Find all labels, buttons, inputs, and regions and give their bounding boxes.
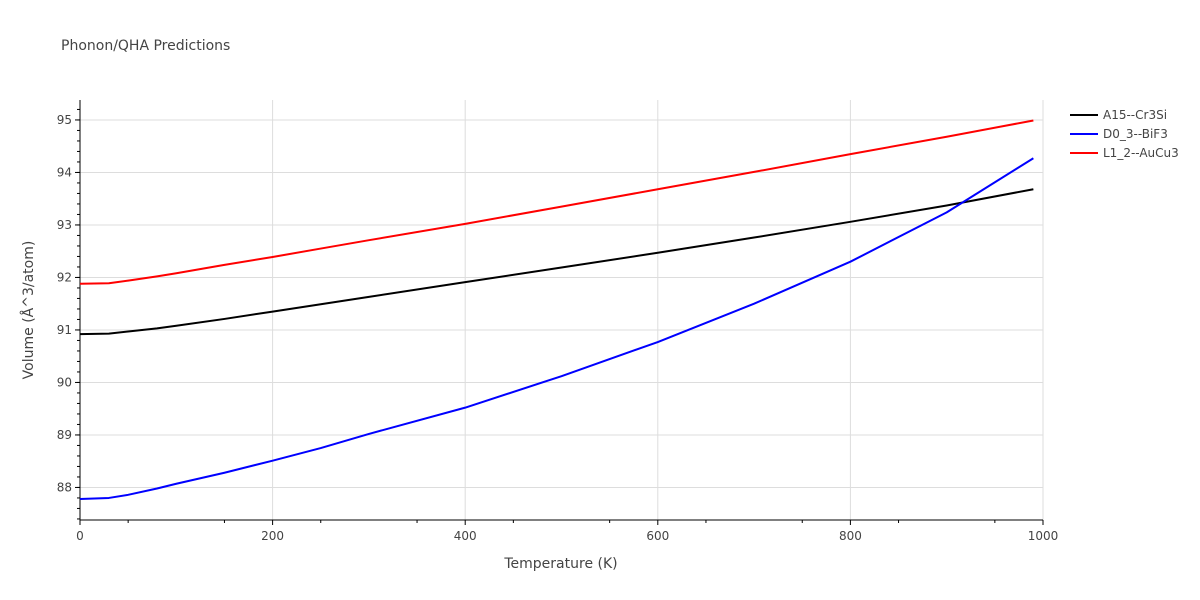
x-tick-label: 0 xyxy=(76,529,84,543)
y-tick-label: 89 xyxy=(57,428,72,442)
axes xyxy=(79,100,1043,521)
series-line-3 xyxy=(79,119,1034,285)
x-axis-title: Temperature (K) xyxy=(503,556,617,572)
legend: A15--Cr3Si D0_3--BiF3 L1_2--AuCu3 xyxy=(1070,108,1179,160)
chart-title: Phonon/QHA Predictions xyxy=(61,38,230,54)
x-tick-label: 800 xyxy=(839,529,862,543)
x-tick-label: 400 xyxy=(454,529,477,543)
y-tick-label: 92 xyxy=(57,270,72,284)
legend-label: A15--Cr3Si xyxy=(1103,108,1167,122)
y-tick-label: 91 xyxy=(57,323,72,337)
x-axis-ticks: 0 200 400 600 800 1000 xyxy=(76,520,1058,543)
legend-label: L1_2--AuCu3 xyxy=(1103,146,1179,160)
gridlines xyxy=(80,100,1044,520)
y-tick-label: 94 xyxy=(57,165,72,179)
y-tick-label: 93 xyxy=(57,218,72,232)
legend-label: D0_3--BiF3 xyxy=(1103,127,1168,141)
x-tick-label: 200 xyxy=(261,529,284,543)
y-axis-ticks: 88 89 90 91 92 93 94 95 xyxy=(57,108,80,520)
series-line-1 xyxy=(79,188,1034,336)
y-tick-label: 88 xyxy=(57,480,72,494)
y-axis-title: Volume (Å^3/atom) xyxy=(20,241,37,380)
series-line-2 xyxy=(79,157,1034,500)
x-tick-label: 600 xyxy=(646,529,669,543)
y-tick-label: 95 xyxy=(57,113,72,127)
series-lines xyxy=(79,119,1034,500)
x-tick-label: 1000 xyxy=(1028,529,1059,543)
y-tick-label: 90 xyxy=(57,375,72,389)
